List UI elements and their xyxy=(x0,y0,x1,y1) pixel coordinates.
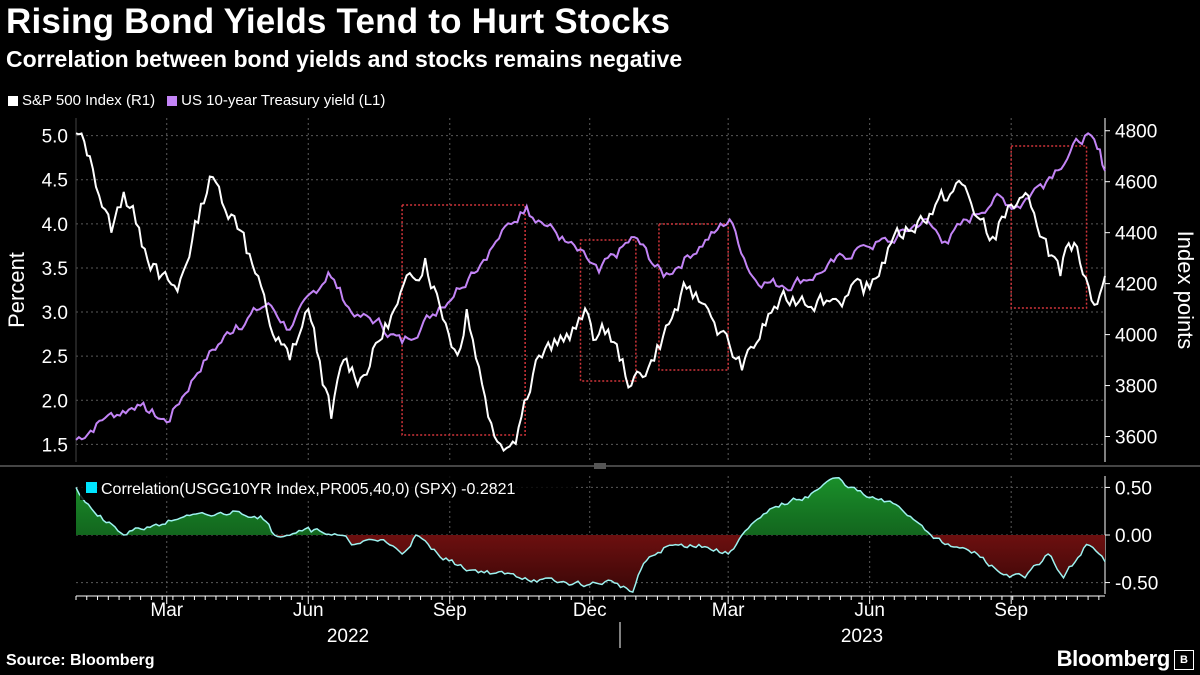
highlight-box-3 xyxy=(1010,145,1088,309)
ytick-left-7: 5.0 xyxy=(42,127,68,148)
ytick-left-5: 4.0 xyxy=(42,215,68,236)
legend: S&P 500 Index (R1) US 10-year Treasury y… xyxy=(8,92,385,109)
corr-ytick-0: 0.50 xyxy=(1115,478,1152,499)
ytick-right-1: 3800 xyxy=(1115,377,1157,398)
ytick-right-4: 4400 xyxy=(1115,224,1157,245)
corr-series-line xyxy=(75,477,1106,594)
yield-series-line xyxy=(75,132,1106,441)
corr-legend-bg xyxy=(80,476,574,500)
source-note: Source: Bloomberg xyxy=(6,652,155,669)
chart-subtitle: Correlation between bond yields and stoc… xyxy=(6,46,683,72)
x-year-label-0: 2022 xyxy=(327,626,369,647)
ytick-left-4: 3.5 xyxy=(42,259,68,280)
corr-area-positive xyxy=(76,477,1105,535)
highlight-box-2 xyxy=(658,223,729,371)
ytick-right-0: 3600 xyxy=(1115,428,1157,449)
corr-legend-swatch xyxy=(86,482,97,493)
corr-ytick-2: -0.50 xyxy=(1115,574,1158,595)
x-month-label-6: Sep xyxy=(994,600,1028,621)
highlight-box-1 xyxy=(579,239,637,382)
legend-label-spx: S&P 500 Index (R1) xyxy=(22,92,156,109)
chart-title: Rising Bond Yields Tend to Hurt Stocks xyxy=(6,2,671,41)
x-year-label-1: 2023 xyxy=(841,626,883,647)
ytick-left-2: 2.5 xyxy=(42,347,68,368)
highlight-box-0 xyxy=(401,204,526,436)
ytick-right-3: 4200 xyxy=(1115,275,1157,296)
legend-item-spx: S&P 500 Index (R1) xyxy=(8,92,155,109)
ytick-left-1: 2.0 xyxy=(42,391,68,412)
spx-series-line xyxy=(75,132,1106,453)
panel-divider-handle-icon xyxy=(594,463,606,469)
x-month-label-1: Jun xyxy=(293,600,324,621)
ylabel-left: Percent xyxy=(4,252,29,328)
corr-area-negative xyxy=(76,535,1105,593)
x-month-label-2: Sep xyxy=(433,600,467,621)
bloomberg-logo: Bloomberg xyxy=(1056,646,1171,671)
ytick-left-0: 1.5 xyxy=(42,435,68,456)
x-month-label-5: Jun xyxy=(854,600,885,621)
ylabel-right: Index points xyxy=(1173,231,1198,350)
corr-legend-label: Correlation(USGG10YR Index,PR005,40,0) (… xyxy=(101,481,516,498)
x-month-label-4: Mar xyxy=(712,600,745,621)
bloomberg-mark-icon: B xyxy=(1174,650,1194,670)
ytick-left-3: 3.0 xyxy=(42,303,68,324)
x-month-label-3: Dec xyxy=(573,600,607,621)
legend-label-yield: US 10-year Treasury yield (L1) xyxy=(181,92,386,109)
legend-swatch-spx xyxy=(8,95,18,106)
ytick-left-6: 4.5 xyxy=(42,171,68,192)
x-month-label-0: Mar xyxy=(150,600,183,621)
ytick-right-5: 4600 xyxy=(1115,173,1157,194)
legend-item-yield: US 10-year Treasury yield (L1) xyxy=(167,92,385,109)
ytick-right-2: 4000 xyxy=(1115,326,1157,347)
legend-swatch-yield xyxy=(167,95,178,106)
corr-ytick-1: 0.00 xyxy=(1115,526,1152,547)
ytick-right-6: 4800 xyxy=(1115,122,1157,143)
